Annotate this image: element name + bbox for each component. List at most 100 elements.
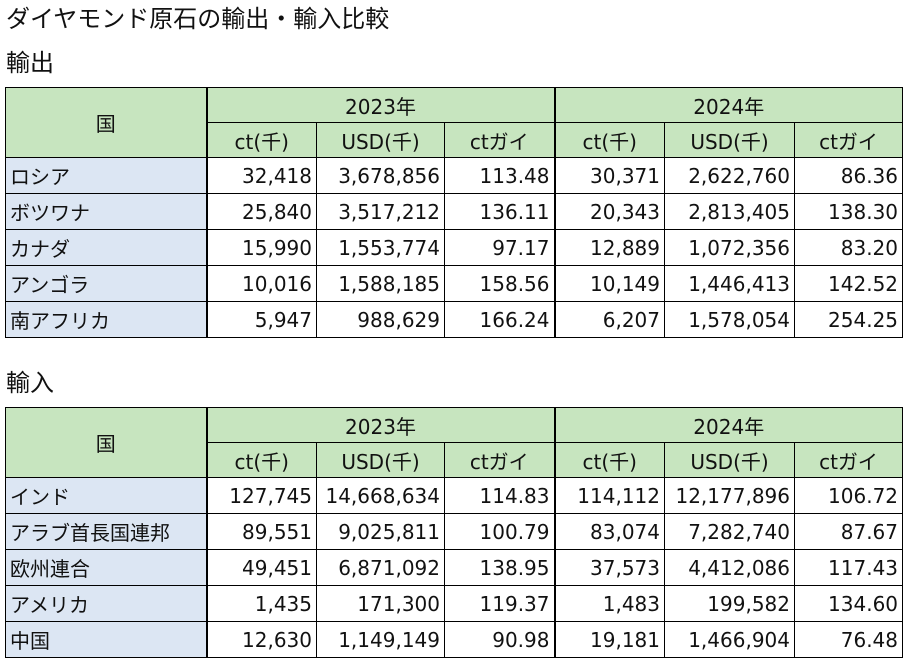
- column-header-ct-gai: ctガイ: [793, 122, 904, 158]
- table-row: アンゴラ 10,016 1,588,185 158.56 10,149 1,446,413…: [5, 265, 904, 302]
- usd-2023-cell: 171,300: [316, 585, 445, 622]
- column-header-ct-gai: ctガイ: [793, 442, 904, 478]
- column-header-ct: ct(千): [205, 122, 317, 158]
- ct-gai-2023-cell: 100.79: [444, 513, 555, 550]
- table-row: ロシア 32,418 3,678,856 113.48 30,371 2,622,760 8…: [5, 157, 904, 194]
- ct-gai-2024-cell: 134.60: [793, 585, 904, 622]
- usd-2023-cell: 6,871,092: [316, 549, 445, 586]
- country-cell: 中国: [5, 621, 207, 658]
- table-row: 欧州連合 49,451 6,871,092 138.95 37,573 4,412,086…: [5, 549, 904, 586]
- column-header-ct-gai: ctガイ: [444, 442, 555, 478]
- country-cell: ロシア: [5, 157, 207, 194]
- ct-2024-cell: 30,371: [553, 157, 665, 194]
- usd-2023-cell: 9,025,811: [316, 513, 445, 550]
- country-cell: 欧州連合: [5, 549, 207, 586]
- ct-2023-cell: 127,745: [205, 477, 317, 514]
- import-section-label: 輸入: [6, 369, 54, 397]
- ct-2023-cell: 10,016: [205, 265, 317, 302]
- import-table: 国 2023年 2024年 ct(千) USD(千) ctガイ ct(千) US…: [5, 407, 904, 658]
- ct-gai-2023-cell: 166.24: [444, 301, 555, 338]
- column-header-usd: USD(千): [664, 442, 795, 478]
- ct-2024-cell: 20,343: [553, 193, 665, 230]
- usd-2023-cell: 988,629: [316, 301, 445, 338]
- country-column-header: 国: [5, 87, 207, 158]
- ct-gai-2023-cell: 113.48: [444, 157, 555, 194]
- usd-2023-cell: 3,678,856: [316, 157, 445, 194]
- table-row: 中国 12,630 1,149,149 90.98 19,181 1,466,904 76.…: [5, 621, 904, 658]
- ct-2023-cell: 5,947: [205, 301, 317, 338]
- usd-2024-cell: 199,582: [664, 585, 795, 622]
- usd-2024-cell: 2,813,405: [664, 193, 795, 230]
- year-header-2024: 2024年: [553, 87, 904, 123]
- usd-2024-cell: 1,466,904: [664, 621, 795, 658]
- ct-gai-2024-cell: 138.30: [793, 193, 904, 230]
- export-table: 国 2023年 2024年 ct(千) USD(千) ctガイ ct(千) US…: [5, 87, 904, 338]
- ct-gai-2023-cell: 119.37: [444, 585, 555, 622]
- ct-gai-2023-cell: 158.56: [444, 265, 555, 302]
- usd-2023-cell: 3,517,212: [316, 193, 445, 230]
- ct-2023-cell: 89,551: [205, 513, 317, 550]
- ct-gai-2024-cell: 142.52: [793, 265, 904, 302]
- usd-2024-cell: 1,578,054: [664, 301, 795, 338]
- usd-2024-cell: 4,412,086: [664, 549, 795, 586]
- ct-2024-cell: 12,889: [553, 229, 665, 266]
- ct-gai-2024-cell: 254.25: [793, 301, 904, 338]
- year-header-2023: 2023年: [205, 87, 555, 123]
- column-header-ct-gai: ctガイ: [444, 122, 555, 158]
- ct-gai-2024-cell: 117.43: [793, 549, 904, 586]
- usd-2023-cell: 1,553,774: [316, 229, 445, 266]
- ct-gai-2023-cell: 138.95: [444, 549, 555, 586]
- export-section-label: 輸出: [6, 49, 54, 77]
- country-cell: ボツワナ: [5, 193, 207, 230]
- ct-2023-cell: 25,840: [205, 193, 317, 230]
- ct-gai-2023-cell: 114.83: [444, 477, 555, 514]
- usd-2023-cell: 1,149,149: [316, 621, 445, 658]
- year-header-2024: 2024年: [553, 407, 904, 443]
- country-cell: インド: [5, 477, 207, 514]
- country-cell: アラブ首長国連邦: [5, 513, 207, 550]
- usd-2024-cell: 1,072,356: [664, 229, 795, 266]
- table-row: アラブ首長国連邦 89,551 9,025,811 100.79 83,074 7,282…: [5, 513, 904, 550]
- usd-2024-cell: 1,446,413: [664, 265, 795, 302]
- usd-2023-cell: 1,588,185: [316, 265, 445, 302]
- ct-2023-cell: 32,418: [205, 157, 317, 194]
- ct-gai-2023-cell: 136.11: [444, 193, 555, 230]
- ct-2024-cell: 6,207: [553, 301, 665, 338]
- column-header-usd: USD(千): [664, 122, 795, 158]
- ct-2023-cell: 1,435: [205, 585, 317, 622]
- ct-gai-2023-cell: 97.17: [444, 229, 555, 266]
- ct-gai-2024-cell: 106.72: [793, 477, 904, 514]
- table-row: ボツワナ 25,840 3,517,212 136.11 20,343 2,813,405…: [5, 193, 904, 230]
- column-header-ct: ct(千): [553, 442, 665, 478]
- usd-2024-cell: 7,282,740: [664, 513, 795, 550]
- ct-gai-2024-cell: 76.48: [793, 621, 904, 658]
- table-row: アメリカ 1,435 171,300 119.37 1,483 199,582 134.60: [5, 585, 904, 622]
- column-header-usd: USD(千): [316, 442, 445, 478]
- ct-2023-cell: 15,990: [205, 229, 317, 266]
- ct-2024-cell: 10,149: [553, 265, 665, 302]
- ct-gai-2024-cell: 86.36: [793, 157, 904, 194]
- page-title: ダイヤモンド原石の輸出・輸入比較: [6, 5, 390, 33]
- column-header-ct: ct(千): [205, 442, 317, 478]
- ct-2024-cell: 19,181: [553, 621, 665, 658]
- column-header-usd: USD(千): [316, 122, 445, 158]
- ct-2024-cell: 83,074: [553, 513, 665, 550]
- ct-gai-2024-cell: 87.67: [793, 513, 904, 550]
- table-row: カナダ 15,990 1,553,774 97.17 12,889 1,072,356 83…: [5, 229, 904, 266]
- table-row: インド 127,745 14,668,634 114.83 114,112 12,177,…: [5, 477, 904, 514]
- ct-gai-2023-cell: 90.98: [444, 621, 555, 658]
- country-cell: アメリカ: [5, 585, 207, 622]
- country-cell: アンゴラ: [5, 265, 207, 302]
- country-cell: 南アフリカ: [5, 301, 207, 338]
- column-header-ct: ct(千): [553, 122, 665, 158]
- year-header-2023: 2023年: [205, 407, 555, 443]
- ct-2024-cell: 1,483: [553, 585, 665, 622]
- country-cell: カナダ: [5, 229, 207, 266]
- ct-2023-cell: 49,451: [205, 549, 317, 586]
- usd-2024-cell: 12,177,896: [664, 477, 795, 514]
- ct-2024-cell: 114,112: [553, 477, 665, 514]
- ct-2023-cell: 12,630: [205, 621, 317, 658]
- ct-2024-cell: 37,573: [553, 549, 665, 586]
- usd-2024-cell: 2,622,760: [664, 157, 795, 194]
- usd-2023-cell: 14,668,634: [316, 477, 445, 514]
